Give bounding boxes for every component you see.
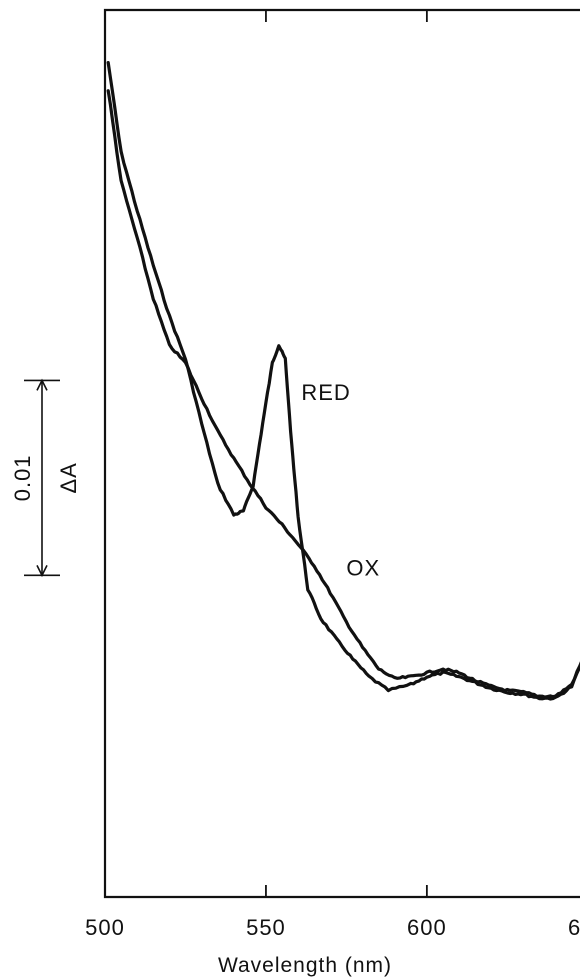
scale-bar-value-label: 0.01 xyxy=(10,454,35,501)
scale-bar xyxy=(24,378,60,578)
scale-bar-arrow-down xyxy=(36,564,48,578)
scale-bar-unit-label: ΔA xyxy=(56,462,81,493)
x-tick-label: 600 xyxy=(407,915,447,940)
plot-frame xyxy=(103,8,580,899)
plot-frame-line xyxy=(103,8,580,899)
x-axis-ticks: 500 550 600 650 xyxy=(85,10,580,940)
series-label-red: RED xyxy=(301,380,350,405)
series-line-ox xyxy=(106,89,580,699)
x-axis-title: Wavelength (nm) xyxy=(218,954,392,977)
x-tick-label: 650 xyxy=(568,915,580,940)
x-tick-label: 500 xyxy=(85,915,125,940)
series-group xyxy=(106,61,580,701)
x-tick-label: 550 xyxy=(246,915,286,940)
series-label-ox: OX xyxy=(346,555,380,580)
scale-bar-arrow-up xyxy=(36,378,48,391)
series-line-red xyxy=(106,61,580,701)
